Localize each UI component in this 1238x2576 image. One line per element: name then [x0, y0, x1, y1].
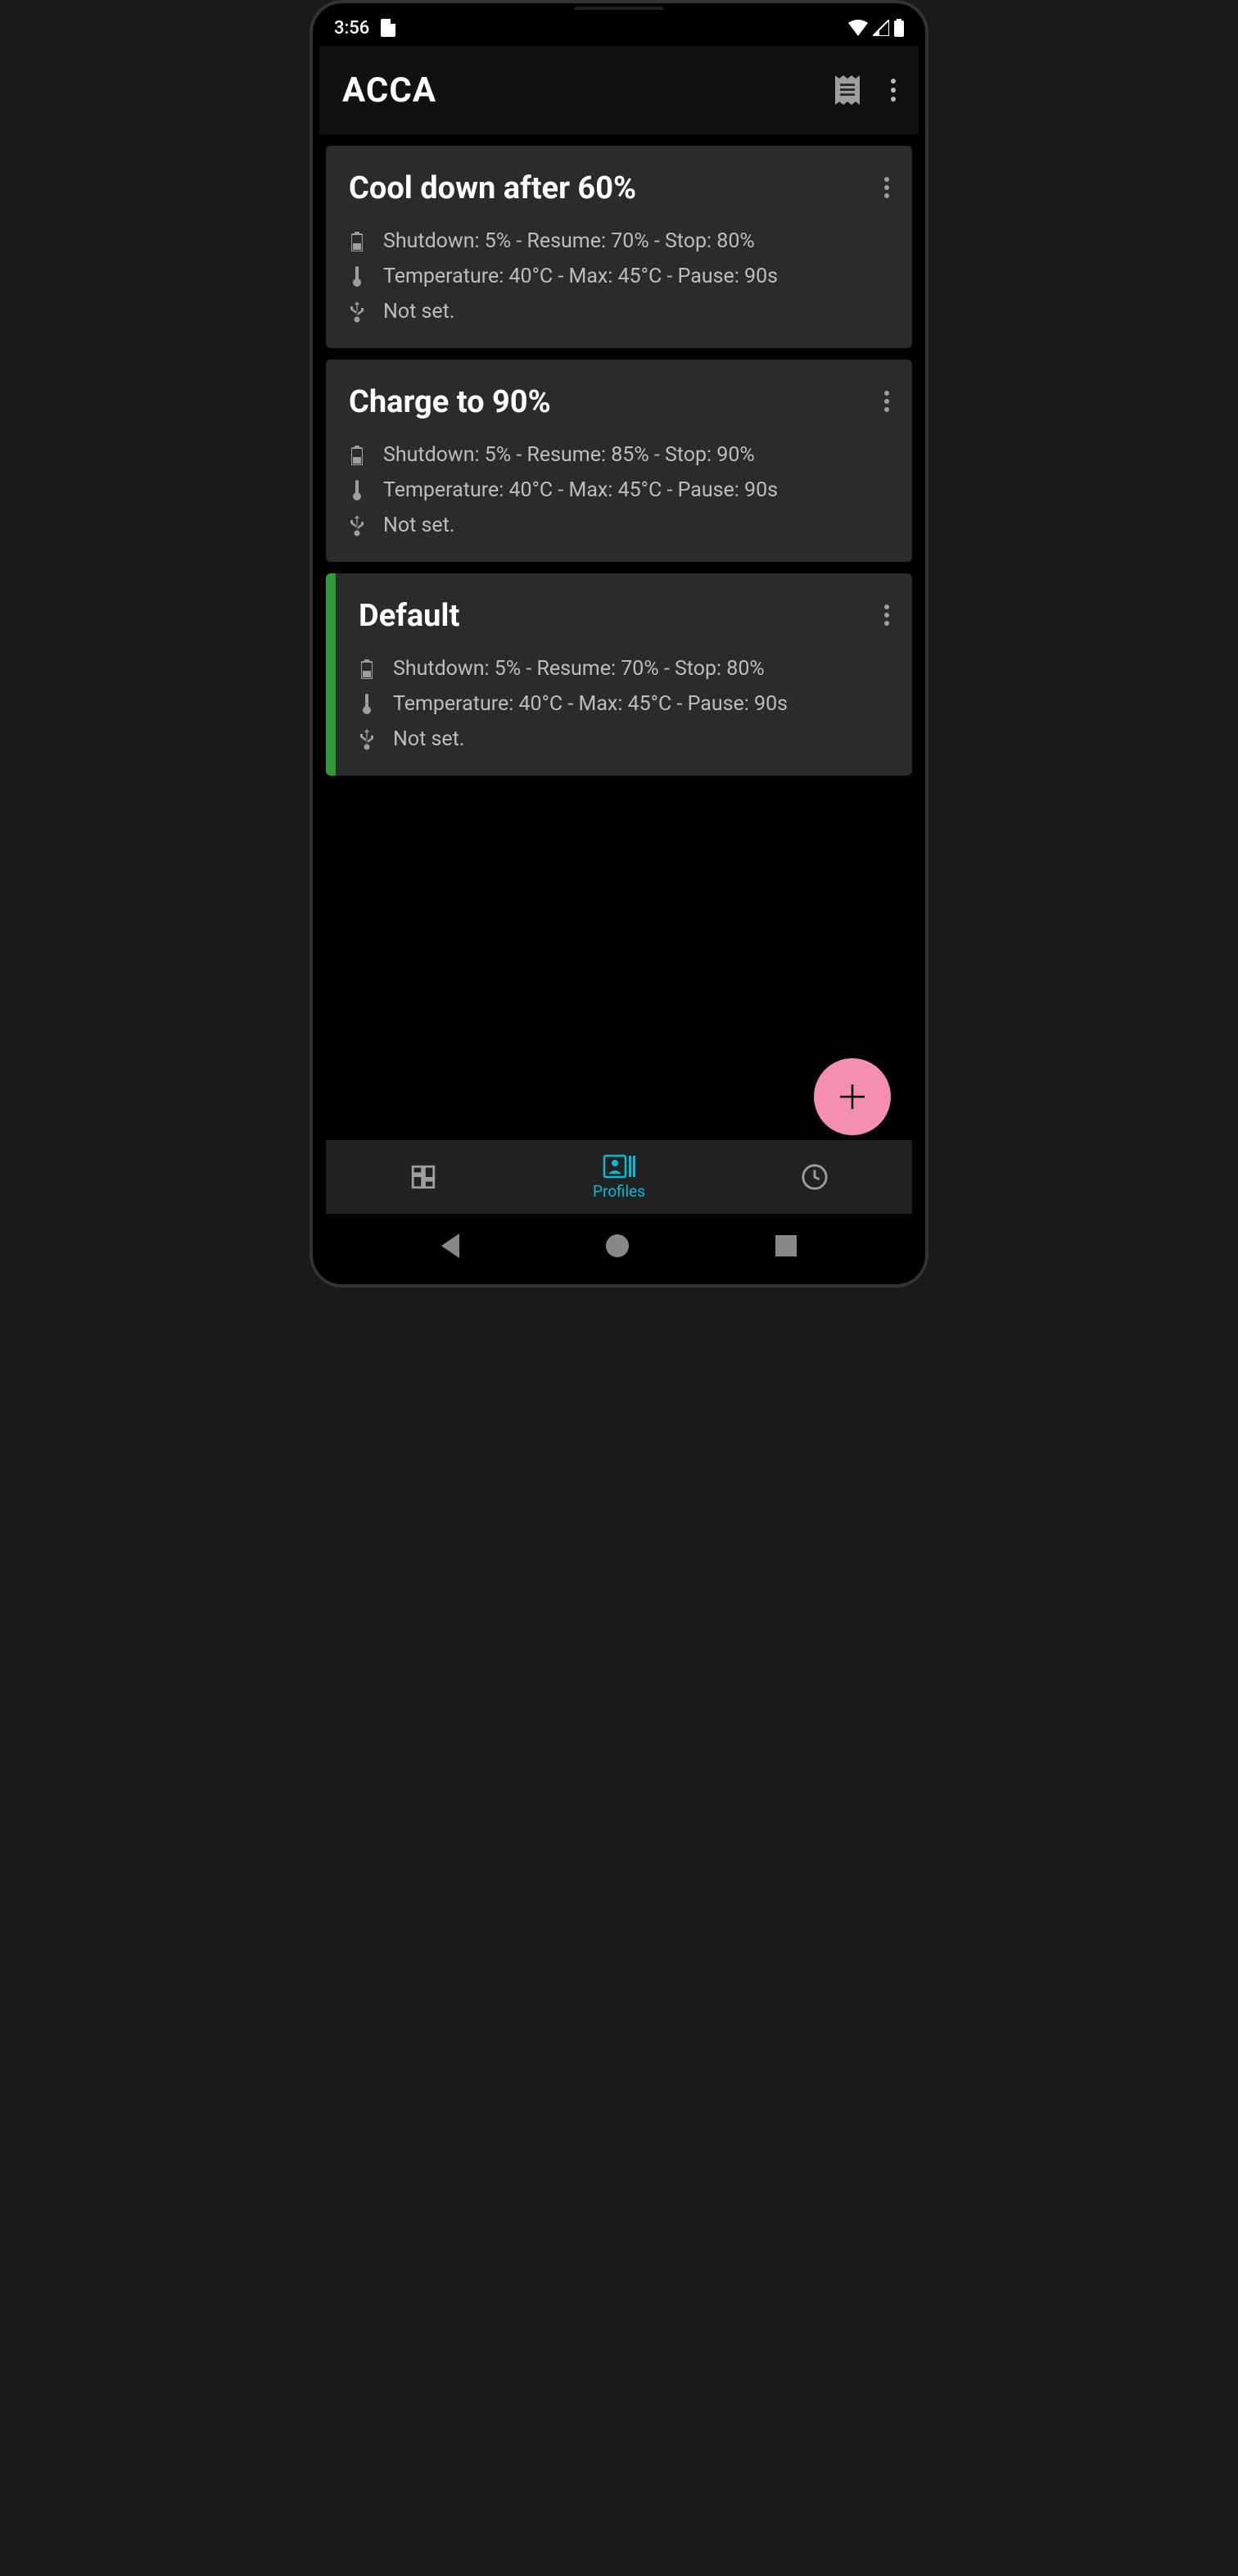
- system-nav: [319, 1214, 919, 1278]
- profile-usb-text: Not set.: [393, 727, 464, 751]
- profile-title: Charge to 90%: [349, 384, 871, 420]
- profile-card[interactable]: Default Shutdown: 5% - Resume: 70% - Sto…: [326, 573, 912, 776]
- battery-icon: [359, 659, 375, 679]
- profile-battery-row: Shutdown: 5% - Resume: 70% - Stop: 80%: [349, 229, 889, 253]
- profile-temperature-row: Temperature: 40°C - Max: 45°C - Pause: 9…: [349, 478, 889, 502]
- profile-title: Cool down after 60%: [349, 170, 871, 206]
- appbar: ACCA: [319, 46, 919, 134]
- profile-battery-row: Shutdown: 5% - Resume: 70% - Stop: 80%: [359, 657, 889, 681]
- battery-icon: [894, 19, 904, 37]
- battery-icon: [349, 446, 365, 465]
- profile-temperature-text: Temperature: 40°C - Max: 45°C - Pause: 9…: [383, 478, 778, 502]
- profile-battery-text: Shutdown: 5% - Resume: 70% - Stop: 80%: [393, 657, 765, 681]
- profile-usb-row: Not set.: [349, 514, 889, 537]
- profile-more-icon[interactable]: [884, 604, 889, 626]
- appbar-actions: [835, 75, 896, 105]
- nav-schedule[interactable]: [716, 1140, 912, 1214]
- usb-icon: [349, 515, 365, 536]
- profile-card[interactable]: Charge to 90% Shutdown: 5% - Resume: 85%…: [326, 360, 912, 562]
- dashboard-icon: [409, 1163, 437, 1191]
- plus-icon: [840, 1084, 865, 1109]
- statusbar: 3:56: [319, 10, 919, 46]
- sd-card-icon: [381, 19, 395, 37]
- bottom-nav: Profiles: [326, 1140, 912, 1214]
- statusbar-right: [848, 19, 904, 37]
- battery-icon: [349, 232, 365, 251]
- wifi-icon: [848, 20, 868, 36]
- sysnav-recent[interactable]: [775, 1235, 797, 1256]
- cell-signal-icon: [873, 20, 889, 36]
- profile-battery-text: Shutdown: 5% - Resume: 85% - Stop: 90%: [383, 443, 755, 467]
- profile-card[interactable]: Cool down after 60% Shutdown: 5% - Resum…: [326, 146, 912, 348]
- profiles-icon: [603, 1154, 635, 1179]
- profile-usb-text: Not set.: [383, 514, 454, 537]
- profile-battery-text: Shutdown: 5% - Resume: 70% - Stop: 80%: [383, 229, 755, 253]
- usb-icon: [349, 301, 365, 323]
- profile-usb-text: Not set.: [383, 300, 454, 324]
- phone-frame: 3:56 ACCA: [310, 0, 929, 1288]
- more-icon[interactable]: [891, 79, 896, 102]
- receipt-icon[interactable]: [835, 75, 860, 105]
- sysnav-home[interactable]: [606, 1234, 629, 1257]
- profile-temperature-text: Temperature: 40°C - Max: 45°C - Pause: 9…: [383, 265, 778, 288]
- statusbar-time: 3:56: [334, 18, 369, 38]
- sysnav-back[interactable]: [441, 1234, 459, 1258]
- profile-battery-row: Shutdown: 5% - Resume: 85% - Stop: 90%: [349, 443, 889, 467]
- profile-temperature-text: Temperature: 40°C - Max: 45°C - Pause: 9…: [393, 692, 788, 716]
- nav-profiles-label: Profiles: [593, 1182, 645, 1201]
- app-title: ACCA: [342, 70, 436, 111]
- profile-usb-row: Not set.: [349, 300, 889, 324]
- temperature-icon: [359, 694, 375, 715]
- screen: 3:56 ACCA: [319, 10, 919, 1278]
- statusbar-left: 3:56: [334, 18, 395, 38]
- temperature-icon: [349, 266, 365, 287]
- profile-temperature-row: Temperature: 40°C - Max: 45°C - Pause: 9…: [349, 265, 889, 288]
- profile-more-icon[interactable]: [884, 391, 889, 412]
- add-profile-fab[interactable]: [814, 1058, 891, 1135]
- usb-icon: [359, 729, 375, 750]
- profile-more-icon[interactable]: [884, 177, 889, 198]
- nav-profiles[interactable]: Profiles: [522, 1140, 717, 1214]
- temperature-icon: [349, 480, 365, 501]
- profile-title: Default: [359, 598, 871, 634]
- profile-temperature-row: Temperature: 40°C - Max: 45°C - Pause: 9…: [359, 692, 889, 716]
- clock-icon: [801, 1163, 829, 1191]
- profile-usb-row: Not set.: [359, 727, 889, 751]
- nav-dashboard[interactable]: [326, 1140, 522, 1214]
